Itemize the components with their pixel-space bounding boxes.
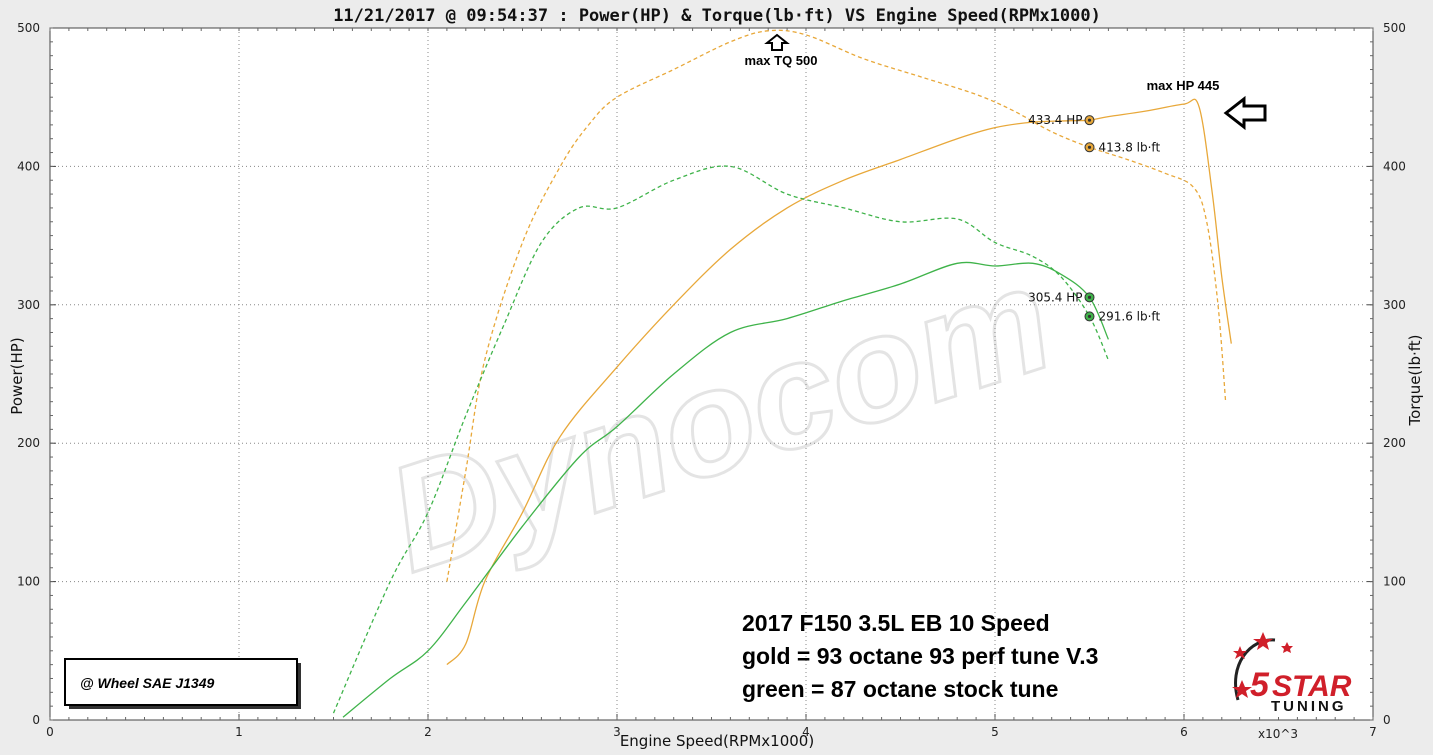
series-line-3 (342, 261, 1109, 718)
marker-point-center (1087, 295, 1092, 299)
star-icon (1253, 632, 1273, 650)
star-icon (1233, 646, 1247, 659)
x-tick-label: 4 (802, 725, 810, 739)
y-tick-label-right: 200 (1383, 436, 1406, 450)
y-tick-label-right: 100 (1383, 575, 1406, 589)
logo-word: STAR (1272, 670, 1352, 703)
note-line-2: gold = 93 octane 93 perf tune V.3 (742, 643, 1098, 669)
x-tick-label: 5 (991, 725, 999, 739)
marker-label: 305.4 HP (1028, 290, 1082, 304)
star-icon (1232, 680, 1252, 698)
y-tick-labels-left: 0 100 200 300 400 500 (17, 21, 40, 727)
x-axis-label: Engine Speed(RPMx1000) (620, 732, 814, 750)
star-icon (1281, 642, 1293, 653)
y-tick-label-left: 0 (32, 713, 40, 727)
x-tick-label: 1 (235, 725, 243, 739)
marker-point-center (1087, 118, 1092, 122)
y-tick-label-left: 300 (17, 298, 40, 312)
y-tick-label-left: 200 (17, 436, 40, 450)
max-hp-label: max HP 445 (1147, 78, 1220, 93)
y-axis-label-right: Torque(lb·ft) (1406, 334, 1424, 426)
max-tq-annotation: max TQ 500 (745, 33, 818, 68)
y-tick-label-left: 400 (17, 159, 40, 173)
series-line-1 (446, 98, 1232, 666)
left-arrow-icon (1223, 95, 1267, 131)
y-tick-label-left: 500 (17, 21, 40, 35)
y-tick-label-right: 300 (1383, 298, 1406, 312)
series-line-2 (446, 29, 1227, 582)
series-group (332, 29, 1232, 718)
x-tick-label: 2 (424, 725, 432, 739)
y-tick-label-left: 100 (17, 575, 40, 589)
tick-marks (49, 27, 1374, 721)
x-multiplier-label: x10^3 (1258, 727, 1298, 741)
y-tick-labels-right: 0 100 200 300 400 500 (1383, 21, 1406, 727)
marker-point-center (1087, 145, 1092, 149)
series-line-4 (332, 165, 1109, 714)
up-arrow-icon (764, 33, 790, 51)
y-tick-label-right: 500 (1383, 21, 1406, 35)
logo-sub: TUNING (1271, 698, 1347, 715)
logo-number: 5 (1250, 666, 1270, 704)
note-line-3: green = 87 octane stock tune (742, 676, 1058, 702)
y-axis-label-left: Power(HP) (8, 337, 26, 414)
note-line-1: 2017 F150 3.5L EB 10 Speed (742, 610, 1050, 636)
x-tick-labels: 0 1 2 3 4 5 6 7 (46, 725, 1377, 739)
x-tick-label: 6 (1180, 725, 1188, 739)
marker-point-center (1087, 314, 1092, 319)
wheel-badge: @ Wheel SAE J1349 (64, 658, 301, 709)
grid (50, 28, 1373, 720)
marker-label: 291.6 lb·ft (1099, 309, 1161, 323)
badge-text: @ Wheel SAE J1349 (80, 675, 214, 691)
max-tq-label: max TQ 500 (745, 53, 818, 68)
badge-box (64, 658, 298, 706)
five-star-tuning-logo: 5 STAR TUNING (1232, 632, 1352, 715)
x-tick-label: 0 (46, 725, 54, 739)
x-tick-label: 7 (1369, 725, 1377, 739)
chart-title: 11/21/2017 @ 09:54:37 : Power(HP) & Torq… (333, 6, 1101, 26)
marker-label: 433.4 HP (1028, 113, 1082, 127)
x-tick-label: 3 (613, 725, 621, 739)
marker-label: 413.8 lb·ft (1099, 140, 1161, 154)
plot-area (49, 27, 1374, 721)
marker-points: 433.4 HP 413.8 lb·ft 305.4 HP 291.6 lb·ft (1028, 113, 1160, 323)
y-tick-label-right: 400 (1383, 159, 1406, 173)
y-tick-label-right: 0 (1383, 713, 1391, 727)
max-hp-annotation: max HP 445 (1147, 78, 1267, 131)
